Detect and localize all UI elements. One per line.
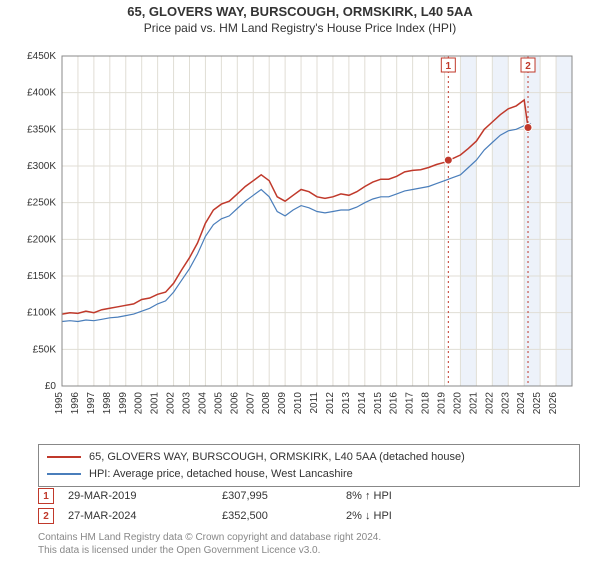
footer-line: Contains HM Land Registry data © Crown c… xyxy=(38,532,562,545)
sale-price: £307,995 xyxy=(222,490,342,502)
svg-text:2022: 2022 xyxy=(484,392,495,415)
svg-text:2015: 2015 xyxy=(373,392,384,415)
svg-text:2009: 2009 xyxy=(277,392,288,415)
sale-date: 29-MAR-2019 xyxy=(68,490,218,502)
svg-text:£50K: £50K xyxy=(33,344,57,355)
svg-text:1997: 1997 xyxy=(86,392,97,415)
svg-text:2026: 2026 xyxy=(548,392,559,415)
svg-text:1996: 1996 xyxy=(70,392,81,415)
legend-swatch xyxy=(47,473,81,475)
svg-text:2002: 2002 xyxy=(166,392,177,415)
svg-text:2: 2 xyxy=(525,61,531,72)
legend-item-hpi: HPI: Average price, detached house, West… xyxy=(47,466,571,483)
legend: 65, GLOVERS WAY, BURSCOUGH, ORMSKIRK, L4… xyxy=(38,444,580,487)
svg-text:2011: 2011 xyxy=(309,392,320,414)
svg-text:1995: 1995 xyxy=(54,392,65,415)
svg-text:2005: 2005 xyxy=(213,392,224,415)
svg-text:£350K: £350K xyxy=(27,124,56,135)
sale-pct: 8% ↑ HPI xyxy=(346,490,476,502)
sale-row-2: 2 27-MAR-2024 £352,500 2% ↓ HPI xyxy=(38,508,562,524)
legend-swatch xyxy=(47,456,81,458)
svg-text:2008: 2008 xyxy=(261,392,272,415)
svg-text:2000: 2000 xyxy=(134,392,145,415)
svg-text:2007: 2007 xyxy=(245,392,256,415)
svg-text:2024: 2024 xyxy=(516,392,527,415)
svg-text:2016: 2016 xyxy=(389,392,400,415)
sale-date: 27-MAR-2024 xyxy=(68,510,218,522)
footer-line: This data is licensed under the Open Gov… xyxy=(38,545,562,558)
footer: Contains HM Land Registry data © Crown c… xyxy=(38,532,562,557)
svg-text:£150K: £150K xyxy=(27,271,56,282)
svg-text:2021: 2021 xyxy=(468,392,479,415)
svg-text:2010: 2010 xyxy=(293,392,304,415)
svg-text:£200K: £200K xyxy=(27,234,56,245)
svg-text:1999: 1999 xyxy=(118,392,129,415)
svg-text:1: 1 xyxy=(446,61,452,72)
sale-badge: 2 xyxy=(38,508,54,524)
svg-text:1998: 1998 xyxy=(102,392,113,415)
svg-text:2006: 2006 xyxy=(229,392,240,415)
page-subtitle: Price paid vs. HM Land Registry's House … xyxy=(0,21,600,35)
svg-text:2013: 2013 xyxy=(341,392,352,415)
sale-badge: 1 xyxy=(38,488,54,504)
svg-text:2025: 2025 xyxy=(532,392,543,415)
svg-text:2004: 2004 xyxy=(197,392,208,415)
svg-text:2014: 2014 xyxy=(357,392,368,415)
svg-text:2012: 2012 xyxy=(325,392,336,415)
svg-text:£300K: £300K xyxy=(27,161,56,172)
sale-pct: 2% ↓ HPI xyxy=(346,510,476,522)
svg-text:£100K: £100K xyxy=(27,308,56,319)
page-title: 65, GLOVERS WAY, BURSCOUGH, ORMSKIRK, L4… xyxy=(0,4,600,19)
svg-text:2001: 2001 xyxy=(150,392,161,415)
sale-row-1: 1 29-MAR-2019 £307,995 8% ↑ HPI xyxy=(38,488,562,504)
svg-text:£0: £0 xyxy=(45,381,57,392)
svg-text:£400K: £400K xyxy=(27,88,56,99)
svg-text:2019: 2019 xyxy=(437,392,448,415)
svg-text:2017: 2017 xyxy=(405,392,416,415)
svg-text:2018: 2018 xyxy=(421,392,432,415)
legend-item-property: 65, GLOVERS WAY, BURSCOUGH, ORMSKIRK, L4… xyxy=(47,449,571,466)
svg-text:£250K: £250K xyxy=(27,198,56,209)
svg-text:2020: 2020 xyxy=(452,392,463,415)
svg-text:2003: 2003 xyxy=(182,392,193,415)
price-chart: £0 £50K £100K £150K £200K £250K £300K £350K £400… xyxy=(10,50,590,430)
svg-text:£450K: £450K xyxy=(27,51,56,62)
svg-text:2023: 2023 xyxy=(500,392,511,415)
sale-price: £352,500 xyxy=(222,510,342,522)
legend-label: HPI: Average price, detached house, West… xyxy=(89,466,353,483)
legend-label: 65, GLOVERS WAY, BURSCOUGH, ORMSKIRK, L4… xyxy=(89,449,465,466)
